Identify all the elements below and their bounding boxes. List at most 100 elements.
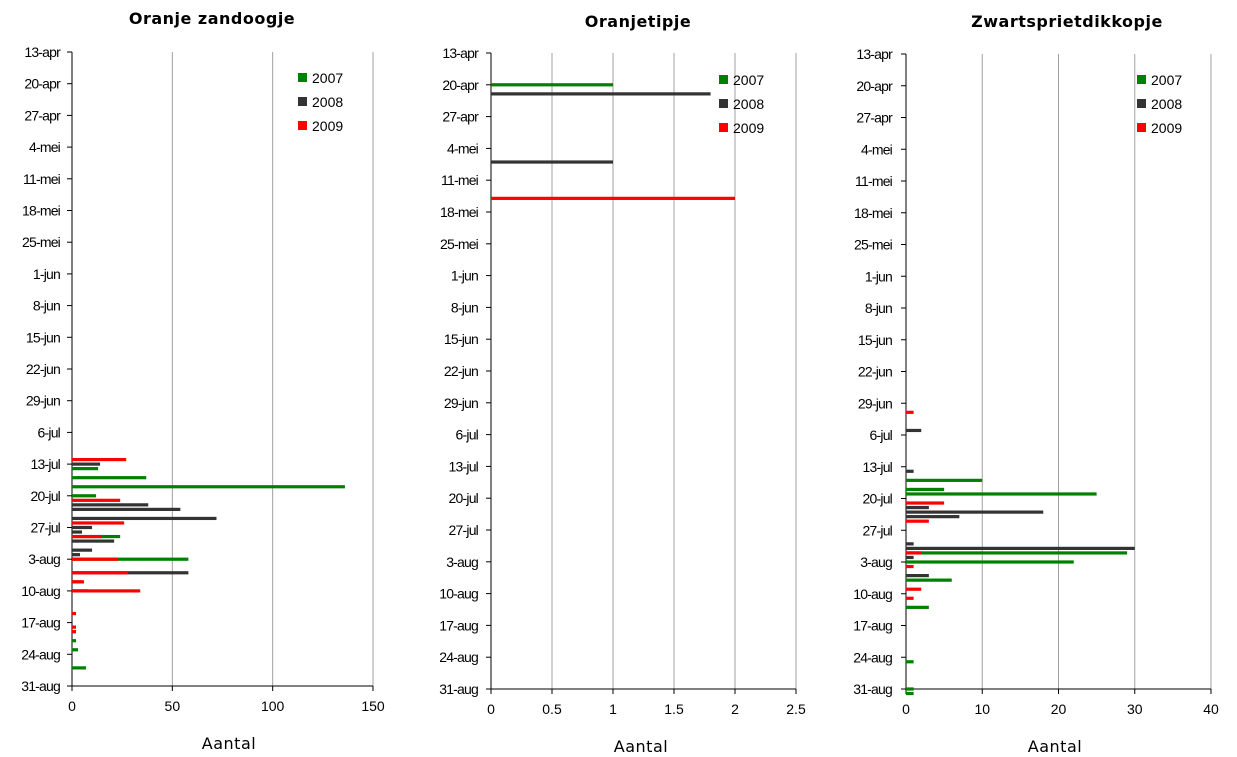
bar-2007 [906, 492, 1097, 496]
y-tick-label: 22-jun [444, 363, 478, 379]
y-tick-label: 13-jul [31, 456, 61, 472]
x-axis-label: Aantal [1028, 737, 1082, 756]
x-tick-label: 1 [609, 701, 617, 717]
bar-2009 [72, 557, 119, 561]
y-tick-label: 20-jul [449, 490, 479, 506]
x-tick-label: 40 [1203, 701, 1219, 717]
y-tick-label: 11-mei [441, 172, 479, 188]
y-tick-label: 6-jul [38, 424, 61, 440]
legend-swatch-2008 [1137, 99, 1146, 108]
chart-panel-2: Oranjetipje 0 0.5 1 1.5 2 2.5 13-apr 20-apr 27-ap… [439, 12, 806, 756]
legend-swatch-2009 [719, 123, 728, 132]
legend-swatch-2007 [298, 73, 307, 82]
y-tick-label: 13-jul [863, 459, 893, 475]
y-tick-label: 20-jul [31, 488, 61, 504]
y-tick-label: 27-apr [856, 110, 893, 126]
y-tick-label: 4-mei [447, 140, 479, 156]
y-tick-label: 27-apr [24, 107, 61, 123]
legend: 2007 2008 2009 [1137, 72, 1182, 136]
bar-2009 [906, 596, 914, 600]
bar-2009 [72, 630, 77, 634]
y-tick-label: 22-jun [858, 364, 892, 380]
legend-label: 2007 [312, 70, 343, 86]
bar-2007 [906, 578, 952, 582]
bar-2008 [906, 546, 1135, 550]
y-tick-label: 15-jun [26, 329, 60, 345]
y-tick-label: 4-mei [29, 139, 61, 155]
bar-2008 [72, 571, 189, 575]
bar-2008 [72, 503, 149, 507]
bar-2007 [906, 560, 1074, 564]
y-tick-label: 15-jun [444, 331, 478, 347]
bar-2009 [906, 564, 914, 569]
y-tick-label: 20-apr [24, 76, 61, 92]
y-tick-label: 3-aug [860, 554, 892, 570]
bar-2008 [491, 160, 613, 164]
y-tick-label: 4-mei [861, 141, 893, 157]
bar-2008 [72, 507, 181, 511]
x-tick-label: 2 [731, 701, 739, 717]
bar-2008 [906, 428, 922, 433]
y-tick-label: 13-apr [24, 44, 61, 60]
bar-2009 [906, 587, 922, 591]
bar-2009 [72, 521, 125, 525]
y-tick-label: 6-jul [870, 427, 893, 443]
bar-2009 [906, 551, 922, 555]
y-tick-label: 24-aug [21, 646, 60, 662]
y-tick-label: 13-apr [442, 45, 479, 61]
bar-2008 [906, 555, 914, 560]
legend-label: 2007 [733, 72, 764, 88]
bar-2007 [491, 83, 613, 87]
y-tick-label: 11-mei [855, 173, 893, 189]
y-tick-label: 31-aug [21, 678, 60, 694]
y-tick-label: 15-jun [858, 332, 892, 348]
bar-2008 [72, 516, 217, 521]
x-tick-label: 150 [361, 698, 385, 714]
bar-2007 [906, 605, 929, 609]
y-tick-label: 25-mei [440, 236, 479, 252]
legend-swatch-2009 [298, 121, 307, 130]
y-tick-label: 6-jul [456, 427, 479, 443]
bar-2008 [72, 462, 101, 466]
bar-2007 [72, 467, 99, 471]
chart-panel-1: Oranje zandoogje 0 50 100 150 13-apr 20-apr 27-… [21, 9, 385, 753]
chart-title: Oranje zandoogje [129, 9, 295, 28]
x-tick-label: 100 [261, 698, 285, 714]
y-tick-label: 29-jun [858, 395, 892, 411]
x-tick-label: 50 [165, 698, 181, 714]
bar-2009 [72, 534, 103, 539]
legend-label: 2008 [312, 94, 343, 110]
legend-label: 2008 [1151, 96, 1182, 112]
bar-2007 [72, 639, 77, 643]
bar-2007 [72, 485, 345, 489]
x-tick-label: 20 [1051, 701, 1067, 717]
y-tick-label: 22-jun [26, 361, 60, 377]
y-tick-label: 13-apr [856, 46, 893, 62]
y-tick-label: 25-mei [854, 237, 893, 253]
bar-2007 [72, 476, 147, 480]
y-tick-label: 3-aug [28, 551, 60, 567]
y-tick-label: 18-mei [854, 205, 893, 221]
legend: 2007 2008 2009 [298, 70, 343, 134]
y-tick-label: 27-jul [863, 522, 893, 538]
legend-label: 2009 [733, 120, 764, 136]
bar-2007 [906, 687, 914, 691]
bar-2008 [906, 510, 1044, 514]
legend-label: 2008 [733, 96, 764, 112]
y-tick-label: 20-jul [863, 491, 893, 507]
y-tick-label: 18-mei [22, 203, 61, 219]
y-tick-label: 27-apr [442, 109, 479, 125]
bar-2008 [906, 515, 960, 519]
chart-title: Oranjetipje [585, 12, 691, 31]
x-tick-label: 0.5 [542, 701, 562, 717]
legend-label: 2009 [1151, 120, 1182, 136]
y-tick-label: 1-jun [451, 268, 478, 284]
legend-swatch-2008 [719, 99, 728, 108]
y-tick-label: 31-aug [853, 681, 892, 697]
bar-2007 [72, 494, 97, 498]
bar-2008 [72, 525, 93, 530]
y-tick-label: 18-mei [440, 204, 479, 220]
y-tick-label: 11-mei [23, 171, 61, 187]
